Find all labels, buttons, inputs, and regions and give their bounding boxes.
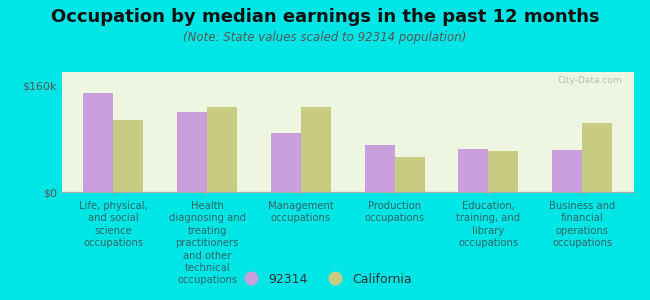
Bar — [207, 107, 237, 192]
Text: Production
occupations: Production occupations — [365, 201, 424, 224]
Legend: 92314, California: 92314, California — [233, 268, 417, 291]
Text: Education,
training, and
library
occupations: Education, training, and library occupat… — [456, 201, 521, 248]
Bar — [113, 120, 144, 192]
Bar — [395, 157, 424, 192]
Text: Management
occupations: Management occupations — [268, 201, 333, 224]
Bar — [301, 107, 331, 192]
Text: Occupation by median earnings in the past 12 months: Occupation by median earnings in the pas… — [51, 8, 599, 26]
Text: Business and
financial
operations
occupations: Business and financial operations occupa… — [549, 201, 616, 248]
Bar — [83, 93, 113, 192]
Bar — [271, 133, 301, 192]
Text: City-Data.com: City-Data.com — [558, 76, 622, 85]
Text: Health
diagnosing and
treating
practitioners
and other
technical
occupations: Health diagnosing and treating practitio… — [168, 201, 246, 285]
Bar — [582, 123, 612, 192]
Bar — [365, 145, 395, 192]
Bar — [552, 150, 582, 192]
Text: (Note: State values scaled to 92314 population): (Note: State values scaled to 92314 popu… — [183, 32, 467, 44]
Bar — [458, 149, 488, 192]
Text: Life, physical,
and social
science
occupations: Life, physical, and social science occup… — [79, 201, 148, 248]
Bar — [488, 151, 519, 192]
Bar — [177, 112, 207, 192]
